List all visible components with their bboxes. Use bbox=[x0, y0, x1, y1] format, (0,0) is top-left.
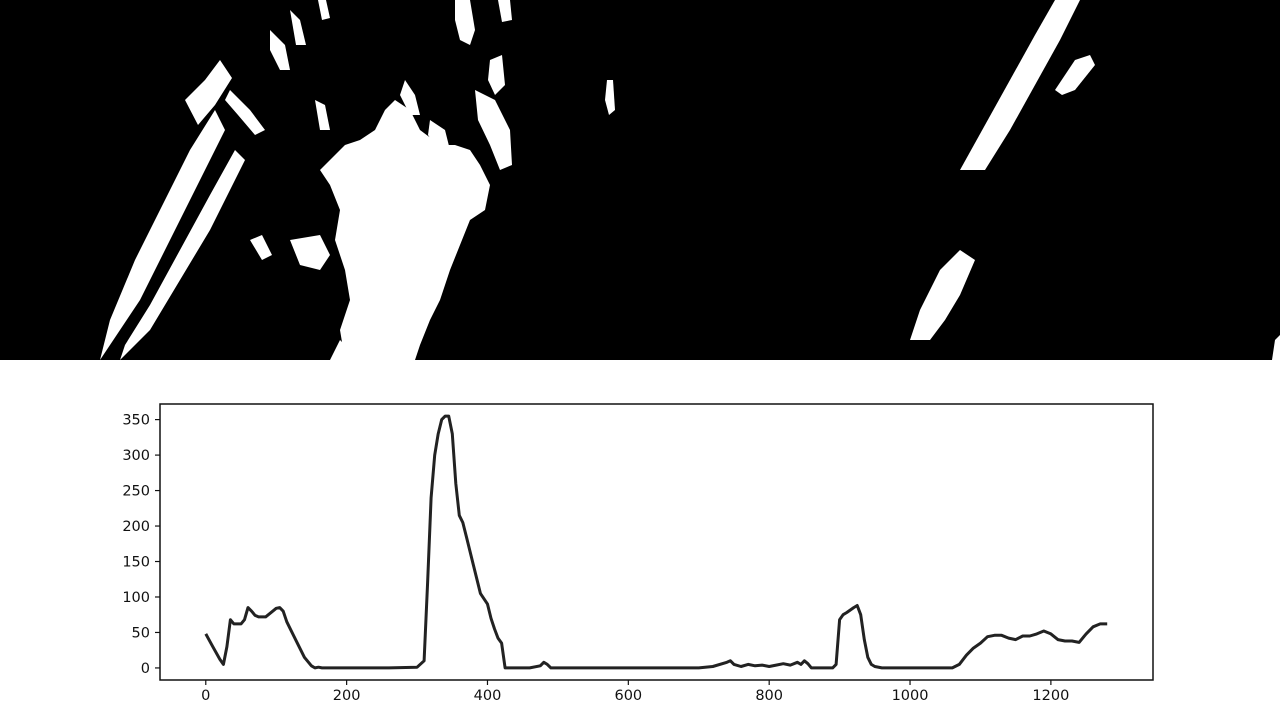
center-blob bbox=[498, 0, 512, 22]
left-lane-streak bbox=[318, 0, 330, 20]
left-lane-streak bbox=[100, 110, 225, 360]
left-lane-streak bbox=[250, 235, 272, 260]
center-blob bbox=[315, 100, 330, 130]
right-lane-streak bbox=[1272, 335, 1280, 360]
plot-area-frame bbox=[159, 403, 1154, 681]
x-tick-label: 400 bbox=[474, 688, 502, 704]
center-blob bbox=[475, 90, 512, 170]
x-tick-label: 600 bbox=[614, 688, 642, 704]
y-tick-label: 0 bbox=[141, 661, 150, 677]
mid-artifact bbox=[605, 80, 615, 115]
center-blob bbox=[455, 0, 475, 45]
center-blob bbox=[290, 235, 330, 270]
left-lane-streak bbox=[270, 30, 290, 70]
x-tick-label: 1000 bbox=[892, 688, 929, 704]
binary-lane-image bbox=[0, 0, 1280, 360]
y-tick-label: 50 bbox=[132, 625, 150, 641]
center-blob bbox=[428, 120, 450, 150]
left-lane-streak bbox=[120, 150, 245, 360]
center-blob bbox=[320, 100, 490, 360]
x-tick-label: 200 bbox=[333, 688, 361, 704]
x-tick-label: 0 bbox=[201, 688, 210, 704]
y-tick-label: 350 bbox=[122, 413, 150, 429]
histogram-chart: 0 200 400 600 800 1000 1200 0 50 100 150 200 250 300… bbox=[0, 360, 1280, 720]
left-lane-streak bbox=[185, 60, 232, 125]
center-blob bbox=[400, 80, 420, 115]
left-lane-streak bbox=[290, 10, 306, 45]
y-tick-label: 150 bbox=[122, 555, 150, 571]
x-tick-label: 1200 bbox=[1032, 688, 1069, 704]
y-tick-label: 250 bbox=[122, 484, 150, 500]
y-tick-label: 100 bbox=[122, 590, 150, 606]
center-blob bbox=[488, 55, 505, 95]
left-lane-streak bbox=[225, 90, 265, 135]
histogram-line bbox=[204, 414, 1108, 670]
right-lane-streak bbox=[1055, 55, 1095, 95]
y-tick-label: 200 bbox=[122, 519, 150, 535]
center-blob bbox=[330, 340, 350, 360]
x-tick-label: 800 bbox=[755, 688, 783, 704]
right-lane-streak bbox=[960, 0, 1080, 170]
y-tick-label: 300 bbox=[122, 448, 150, 464]
right-lane-streak bbox=[910, 250, 975, 340]
